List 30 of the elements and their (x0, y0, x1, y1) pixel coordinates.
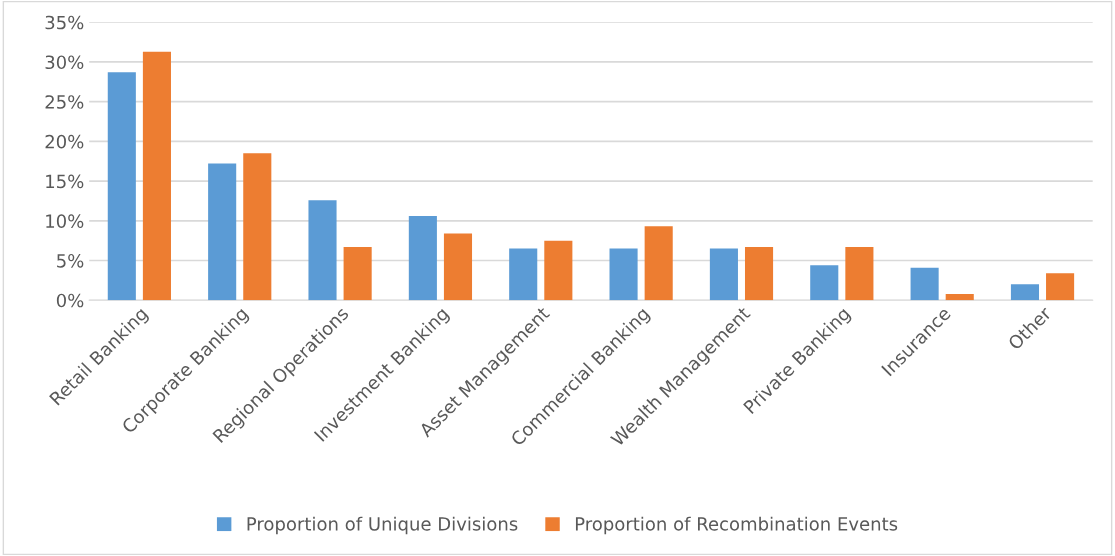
bar (845, 247, 874, 301)
bar (443, 233, 473, 301)
y-tick-label: 5% (57, 253, 84, 268)
bar (208, 163, 237, 301)
y-tick-label: 10% (46, 214, 84, 228)
bar (709, 248, 738, 301)
bar (107, 72, 136, 301)
bar (744, 247, 774, 301)
bar (142, 51, 171, 301)
y-tick-label: 35% (45, 15, 84, 30)
bar (308, 200, 337, 301)
bar (644, 226, 673, 301)
y-tick-label: 30% (45, 55, 84, 70)
bar (810, 265, 839, 301)
bar (910, 267, 939, 301)
bar (544, 240, 573, 301)
bar (945, 293, 974, 301)
legend-label: Proportion of Unique Divisions (247, 516, 518, 535)
bar (408, 216, 437, 301)
bar (509, 248, 538, 301)
bar (1046, 273, 1075, 301)
bar (343, 247, 372, 301)
y-tick-label: 25% (45, 95, 84, 109)
y-tick-label: 20% (45, 134, 84, 149)
bar (609, 248, 638, 301)
y-tick-label: 0% (56, 293, 84, 308)
bar (243, 153, 272, 301)
legend-label: Proportion of Recombination Events (575, 516, 898, 535)
y-tick-label: 15% (46, 174, 84, 189)
bar (1010, 284, 1040, 301)
